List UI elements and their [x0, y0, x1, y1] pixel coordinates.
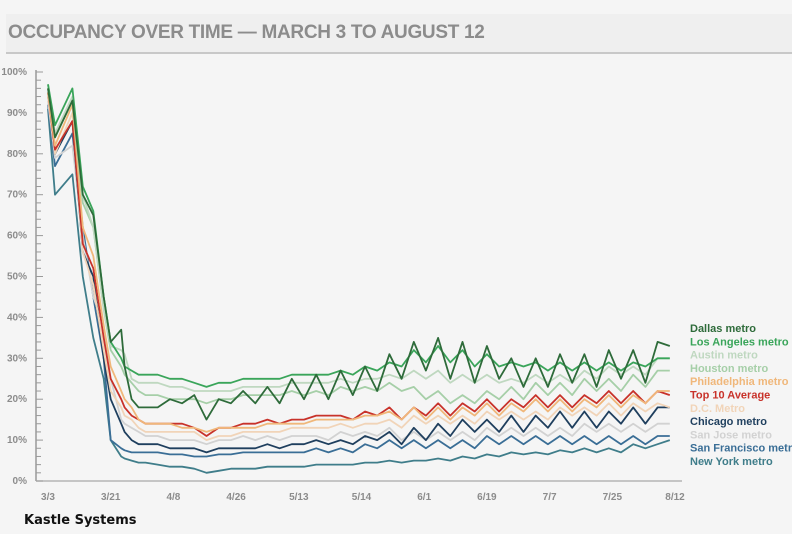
series-line-chicago-metro [47, 92, 670, 454]
y-tick-label: 60% [7, 231, 27, 242]
x-tick-label: 3/21 [101, 492, 121, 503]
y-tick-label: 0% [13, 476, 28, 487]
series-line-philadelphia-metro [47, 92, 670, 433]
series-line-d-c-metro [47, 96, 671, 441]
legend-item: Austin metro [690, 350, 758, 362]
x-tick-label: 7/25 [603, 492, 623, 503]
series-lines [47, 84, 671, 474]
legend-item: D.C. Metro [690, 403, 745, 415]
y-tick-label: 20% [7, 394, 27, 405]
y-tick-label: 70% [7, 190, 27, 201]
y-tick-label: 10% [7, 435, 27, 446]
legend-item: Top 10 Average [690, 390, 770, 402]
series-line-houston-metro [47, 88, 670, 405]
y-tick-label: 90% [7, 108, 27, 119]
y-tick-label: 30% [7, 353, 27, 364]
y-tick-label: 40% [7, 312, 27, 323]
x-tick-label: 6/19 [477, 492, 497, 503]
x-tick-label: 6/1 [417, 492, 431, 503]
legend-item: San Jose metro [690, 429, 772, 441]
x-tick-label: 3/3 [41, 492, 55, 503]
y-tick-label: 100% [1, 67, 27, 78]
title-band [6, 14, 792, 54]
series-line-new-york-metro [47, 108, 671, 474]
x-tick-label: 4/26 [226, 492, 246, 503]
source-label: Kastle Systems [24, 513, 137, 528]
legend-item: Dallas metro [690, 323, 756, 335]
legend-item: New York metro [690, 456, 773, 468]
legend-item: Chicago metro [690, 416, 767, 428]
axes: 0% 10% 20% 30% 40% 50% 60% 70% 80% 90% 100% 3/3 3/21… [1, 67, 685, 503]
legend-item: Philadelphia metro [690, 376, 789, 388]
legend-item: Houston metro [690, 363, 769, 375]
y-tick-label: 80% [7, 149, 27, 160]
legend-item: San Francisco metro [690, 443, 792, 455]
x-tick-label: 8/12 [665, 492, 685, 503]
chart-title: OCCUPANCY OVER TIME — MARCH 3 TO AUGUST … [8, 22, 485, 43]
x-tick-label: 5/14 [352, 492, 372, 503]
x-tick-label: 7/7 [543, 492, 557, 503]
series-line-top-10-average [47, 92, 671, 437]
series-line-dallas-metro [47, 88, 671, 421]
series-line-san-jose-metro [47, 100, 670, 446]
y-tick-label: 50% [7, 272, 27, 283]
x-tick-label: 5/13 [289, 492, 309, 503]
series-line-los-angeles-metro [47, 84, 670, 388]
series-line-san-francisco-metro [47, 104, 670, 458]
x-tick-label: 4/8 [166, 492, 180, 503]
legend-item: Los Angeles metro [690, 336, 789, 348]
series-line-austin-metro [47, 84, 670, 392]
